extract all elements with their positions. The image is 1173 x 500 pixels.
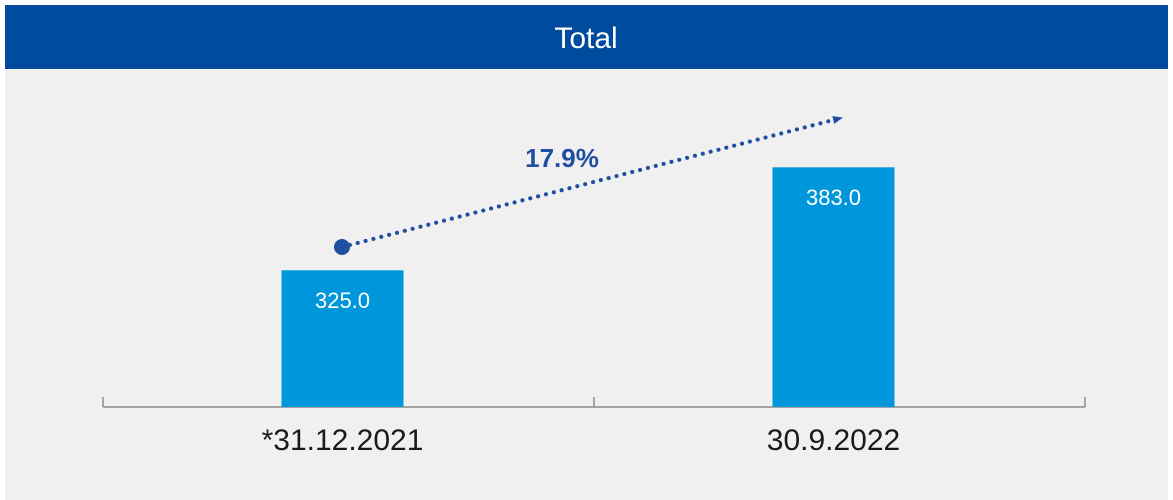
- x-tick-label: *31.12.2021: [262, 424, 424, 457]
- value-label: 383.0: [806, 185, 861, 210]
- bar: [772, 167, 895, 407]
- growth-arrow: [340, 116, 843, 249]
- plot-background: [5, 70, 1168, 500]
- value-label: 325.0: [315, 288, 370, 313]
- header-bar: [5, 5, 1168, 69]
- x-tick-label: 30.9.2022: [767, 424, 900, 457]
- chart-title: Total: [554, 22, 617, 55]
- bar: [281, 270, 404, 407]
- arrow-start-dot: [334, 239, 350, 255]
- growth-annotation: 17.9%: [525, 143, 599, 173]
